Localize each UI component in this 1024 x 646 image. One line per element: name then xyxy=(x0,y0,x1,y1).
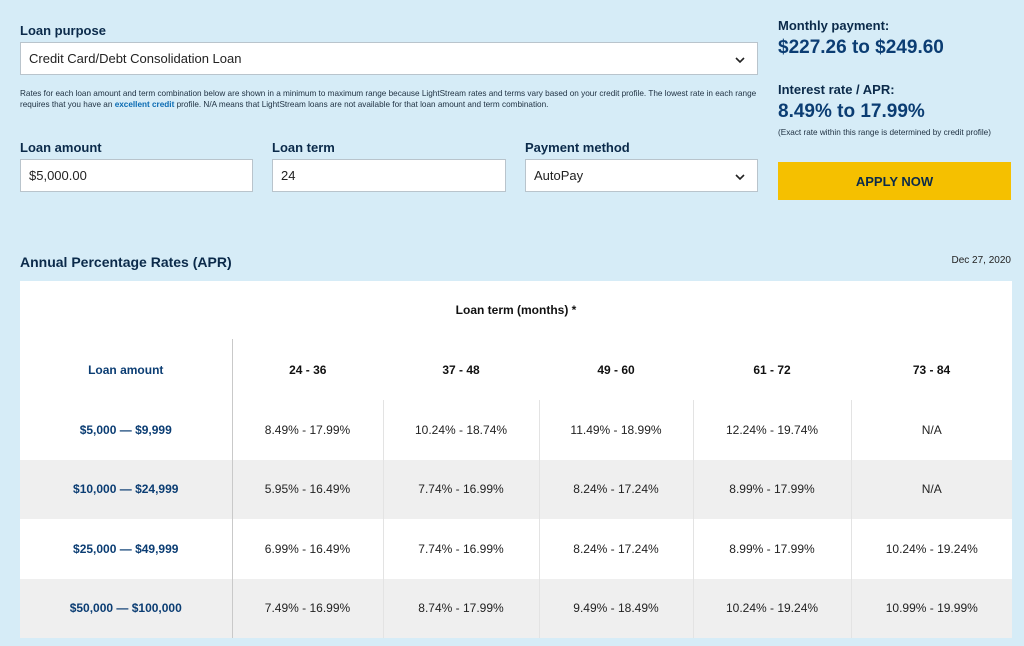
rate-cell: 8.99% - 17.99% xyxy=(692,519,851,579)
loan-amount-label: Loan amount xyxy=(20,140,102,155)
term-header: 61 - 72 xyxy=(753,362,791,377)
loan-purpose-value: Credit Card/Debt Consolidation Loan xyxy=(29,51,242,66)
payment-method-label: Payment method xyxy=(525,140,630,155)
monthly-payment-label: Monthly payment: xyxy=(778,18,890,33)
rate-cell: 11.49% - 18.99% xyxy=(538,400,693,460)
apr-date: Dec 27, 2020 xyxy=(951,255,1012,266)
term-header: 37 - 48 xyxy=(442,362,480,377)
apr-table: Loan term (months) * Loan amount 24 - 36… xyxy=(20,281,1013,638)
loan-amount-value: $5,000.00 xyxy=(29,168,87,183)
loan-purpose-select[interactable]: Credit Card/Debt Consolidation Loan xyxy=(20,42,758,75)
payment-method-value: AutoPay xyxy=(534,168,584,183)
loan-term-label: Loan term xyxy=(272,140,335,155)
chevron-down-icon xyxy=(735,173,745,180)
row-amount: $10,000 — $24,999 xyxy=(20,459,233,519)
term-header: 73 - 84 xyxy=(912,362,951,377)
term-header: 24 - 36 xyxy=(289,362,327,377)
loan-term-value: 24 xyxy=(281,168,296,183)
monthly-payment-value: $227.26 to $249.60 xyxy=(778,37,944,58)
apr-section-title: Annual Percentage Rates (APR) xyxy=(20,254,232,270)
loan-term-input[interactable]: 24 xyxy=(272,159,506,192)
rate-cell: N/A xyxy=(850,459,1013,519)
rate-cell: 10.24% - 18.74% xyxy=(382,400,539,460)
rate-cell: 9.49% - 18.49% xyxy=(538,578,693,638)
row-amount: $25,000 — $49,999 xyxy=(20,519,233,579)
loan-term-header: Loan term (months) * xyxy=(455,303,577,317)
payment-method-select[interactable]: AutoPay xyxy=(525,159,758,192)
row-amount: $50,000 — $100,000 xyxy=(20,578,233,638)
rate-cell: 8.99% - 17.99% xyxy=(692,459,851,519)
table-row: $50,000 — $100,000 7.49% - 16.99% 8.74% … xyxy=(20,578,1013,638)
row-amount: $5,000 — $9,999 xyxy=(20,400,233,460)
loan-amount-input[interactable]: $5,000.00 xyxy=(20,159,253,192)
rate-cell: 10.24% - 19.24% xyxy=(850,519,1013,579)
table-row: $5,000 — $9,999 8.49% - 17.99% 10.24% - … xyxy=(20,400,1013,460)
table-row: $10,000 — $24,999 5.95% - 16.49% 7.74% -… xyxy=(20,459,1013,519)
interest-rate-note: (Exact rate within this range is determi… xyxy=(778,128,991,137)
rate-cell: 7.74% - 16.99% xyxy=(382,459,539,519)
rate-cell: 5.95% - 16.49% xyxy=(231,459,383,519)
rates-disclaimer: Rates for each loan amount and term comb… xyxy=(20,88,760,110)
term-header: 49 - 60 xyxy=(597,362,635,377)
rate-cell: 8.49% - 17.99% xyxy=(231,400,383,460)
rate-cell: 8.74% - 17.99% xyxy=(382,578,539,638)
rate-cell: 8.24% - 17.24% xyxy=(538,519,693,579)
interest-rate-label: Interest rate / APR: xyxy=(778,82,895,97)
table-row: $25,000 — $49,999 6.99% - 16.49% 7.74% -… xyxy=(20,519,1013,579)
rate-cell: 7.74% - 16.99% xyxy=(382,519,539,579)
disclaimer-text-start: Rates for each loan amount and term comb… xyxy=(20,89,757,109)
rate-cell: 8.24% - 17.24% xyxy=(538,459,693,519)
apply-now-button[interactable]: APPLY NOW xyxy=(778,162,1011,200)
rate-cell: 6.99% - 16.49% xyxy=(231,519,383,579)
rate-cell: 10.99% - 19.99% xyxy=(850,578,1013,638)
rate-cell: 10.24% - 19.24% xyxy=(692,578,851,638)
excellent-credit-link[interactable]: excellent credit xyxy=(114,100,175,109)
rate-cell: N/A xyxy=(850,400,1013,460)
rate-cell: 12.24% - 19.74% xyxy=(692,400,851,460)
loan-purpose-label: Loan purpose xyxy=(20,23,106,38)
loan-amount-header: Loan amount xyxy=(20,339,233,400)
interest-rate-value: 8.49% to 17.99% xyxy=(778,101,925,122)
chevron-down-icon xyxy=(735,56,745,63)
disclaimer-text-end: profile. N/A means that LightStream loan… xyxy=(174,100,549,109)
rate-cell: 7.49% - 16.99% xyxy=(231,578,383,638)
